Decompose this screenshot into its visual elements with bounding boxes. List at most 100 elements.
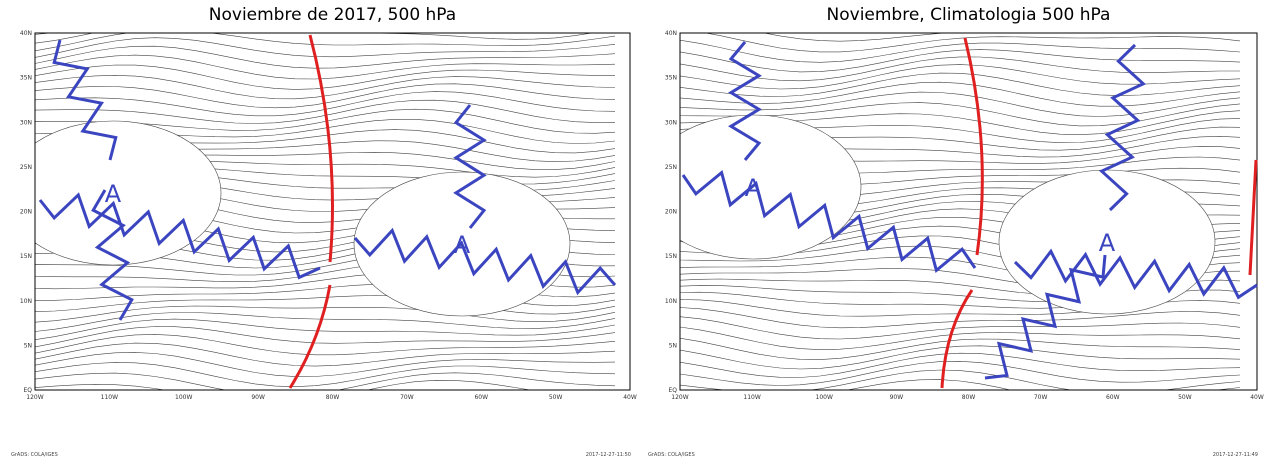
ridge-line xyxy=(984,254,1107,380)
streamline xyxy=(680,369,1241,390)
streamline xyxy=(35,372,616,390)
panel-title: Noviembre, Climatologia 500 hPa xyxy=(827,5,1111,25)
lon-label: 40W xyxy=(623,394,637,401)
lat-label: 20N xyxy=(665,209,677,216)
streamline xyxy=(35,74,616,100)
streamline xyxy=(35,54,616,80)
lon-label: 100W xyxy=(816,394,833,401)
map-panel: Noviembre, Climatologia 500 hPa 40N 35N 30N… xyxy=(648,5,1264,458)
high-label: A xyxy=(745,174,762,202)
streamline xyxy=(35,305,616,323)
lat-label: 40N xyxy=(20,30,32,37)
lon-label: 90W xyxy=(251,394,265,401)
lat-label: 35N xyxy=(20,75,32,82)
lat-label: EQ xyxy=(668,387,677,394)
lat-label: 40N xyxy=(665,30,677,37)
ridge-line xyxy=(353,227,617,296)
lat-label: 5N xyxy=(24,342,32,349)
lat-label: 25N xyxy=(665,164,677,171)
footer-left: GrADS: COLA/IGES xyxy=(11,452,58,458)
streamline xyxy=(680,81,1241,107)
lon-label: 110W xyxy=(101,394,118,401)
footer-right: 2017-12-27-11:49 xyxy=(1213,452,1258,458)
trough-line xyxy=(308,34,334,263)
lat-label: 15N xyxy=(665,253,677,260)
trough-line xyxy=(288,284,332,389)
streamline xyxy=(680,337,1241,360)
streamline xyxy=(680,91,1241,117)
streamline xyxy=(680,307,1241,329)
lon-label: 60W xyxy=(474,394,488,401)
lon-label: 100W xyxy=(175,394,192,401)
streamline xyxy=(35,64,616,90)
lat-label: 30N xyxy=(20,119,32,126)
map-frame xyxy=(34,32,631,391)
lon-label: 90W xyxy=(890,394,904,401)
streamlines xyxy=(680,33,1241,390)
streamline xyxy=(35,362,616,388)
panel-title: Noviembre de 2017, 500 hPa xyxy=(209,5,456,25)
lat-label: 15N xyxy=(20,253,32,260)
streamline xyxy=(680,316,1241,340)
lat-label: 20N xyxy=(20,209,32,216)
footer-right: 2017-12-27-11:50 xyxy=(586,452,631,458)
lat-label: 10N xyxy=(20,298,32,305)
ridge-line xyxy=(681,169,977,274)
streamline xyxy=(35,312,616,332)
lon-label: 70W xyxy=(400,394,414,401)
lon-label: 120W xyxy=(671,394,688,401)
ridge-line xyxy=(91,189,134,321)
footer-left: GrADS: COLA/IGES xyxy=(648,452,695,458)
lat-label: EQ xyxy=(23,387,32,394)
streamline xyxy=(35,295,616,315)
lon-label: 80W xyxy=(962,394,976,401)
ridge-line xyxy=(453,104,487,229)
high-label: A xyxy=(454,231,471,259)
streamline xyxy=(680,72,1241,97)
lon-label: 60W xyxy=(1106,394,1120,401)
streamline xyxy=(35,318,616,341)
high-label: A xyxy=(1099,229,1116,257)
streamline xyxy=(680,49,1241,73)
lon-label: 50W xyxy=(549,394,563,401)
ridge-line xyxy=(728,41,762,161)
streamline xyxy=(35,33,594,44)
streamline xyxy=(845,379,1241,390)
lat-label: 5N xyxy=(669,342,677,349)
ridge-line xyxy=(1013,248,1258,300)
map-frame xyxy=(679,32,1258,391)
streamline xyxy=(35,379,532,390)
lat-label: 30N xyxy=(665,119,677,126)
streamline xyxy=(680,345,1241,370)
trough-line xyxy=(963,37,984,256)
lon-label: 70W xyxy=(1034,394,1048,401)
streamline xyxy=(680,39,1241,63)
streamline xyxy=(35,326,616,348)
lon-label: 110W xyxy=(743,394,760,401)
lon-label: 120W xyxy=(26,394,43,401)
trough-line xyxy=(1248,159,1258,276)
streamline xyxy=(35,342,616,367)
lon-label: 80W xyxy=(326,394,340,401)
streamline xyxy=(35,33,616,52)
ridge-line xyxy=(38,192,321,280)
streamline xyxy=(35,352,616,377)
streamline xyxy=(35,91,616,117)
lat-label: 35N xyxy=(665,75,677,82)
streamline xyxy=(35,99,616,124)
map-panel: Noviembre de 2017, 500 hPa 40N 35N 30N 25N 20… xyxy=(11,5,637,458)
lat-label: 10N xyxy=(665,298,677,305)
lon-label: 50W xyxy=(1178,394,1192,401)
streamline xyxy=(35,45,616,69)
streamline xyxy=(680,352,1241,378)
streamline-loop xyxy=(680,114,862,260)
lat-label: 25N xyxy=(20,164,32,171)
lon-label: 40W xyxy=(1250,394,1264,401)
streamline xyxy=(35,83,616,109)
ridge-line xyxy=(1099,43,1146,212)
streamline xyxy=(680,33,1241,53)
high-label: A xyxy=(105,180,122,208)
ridge-line xyxy=(52,39,118,161)
streamline xyxy=(35,334,616,356)
